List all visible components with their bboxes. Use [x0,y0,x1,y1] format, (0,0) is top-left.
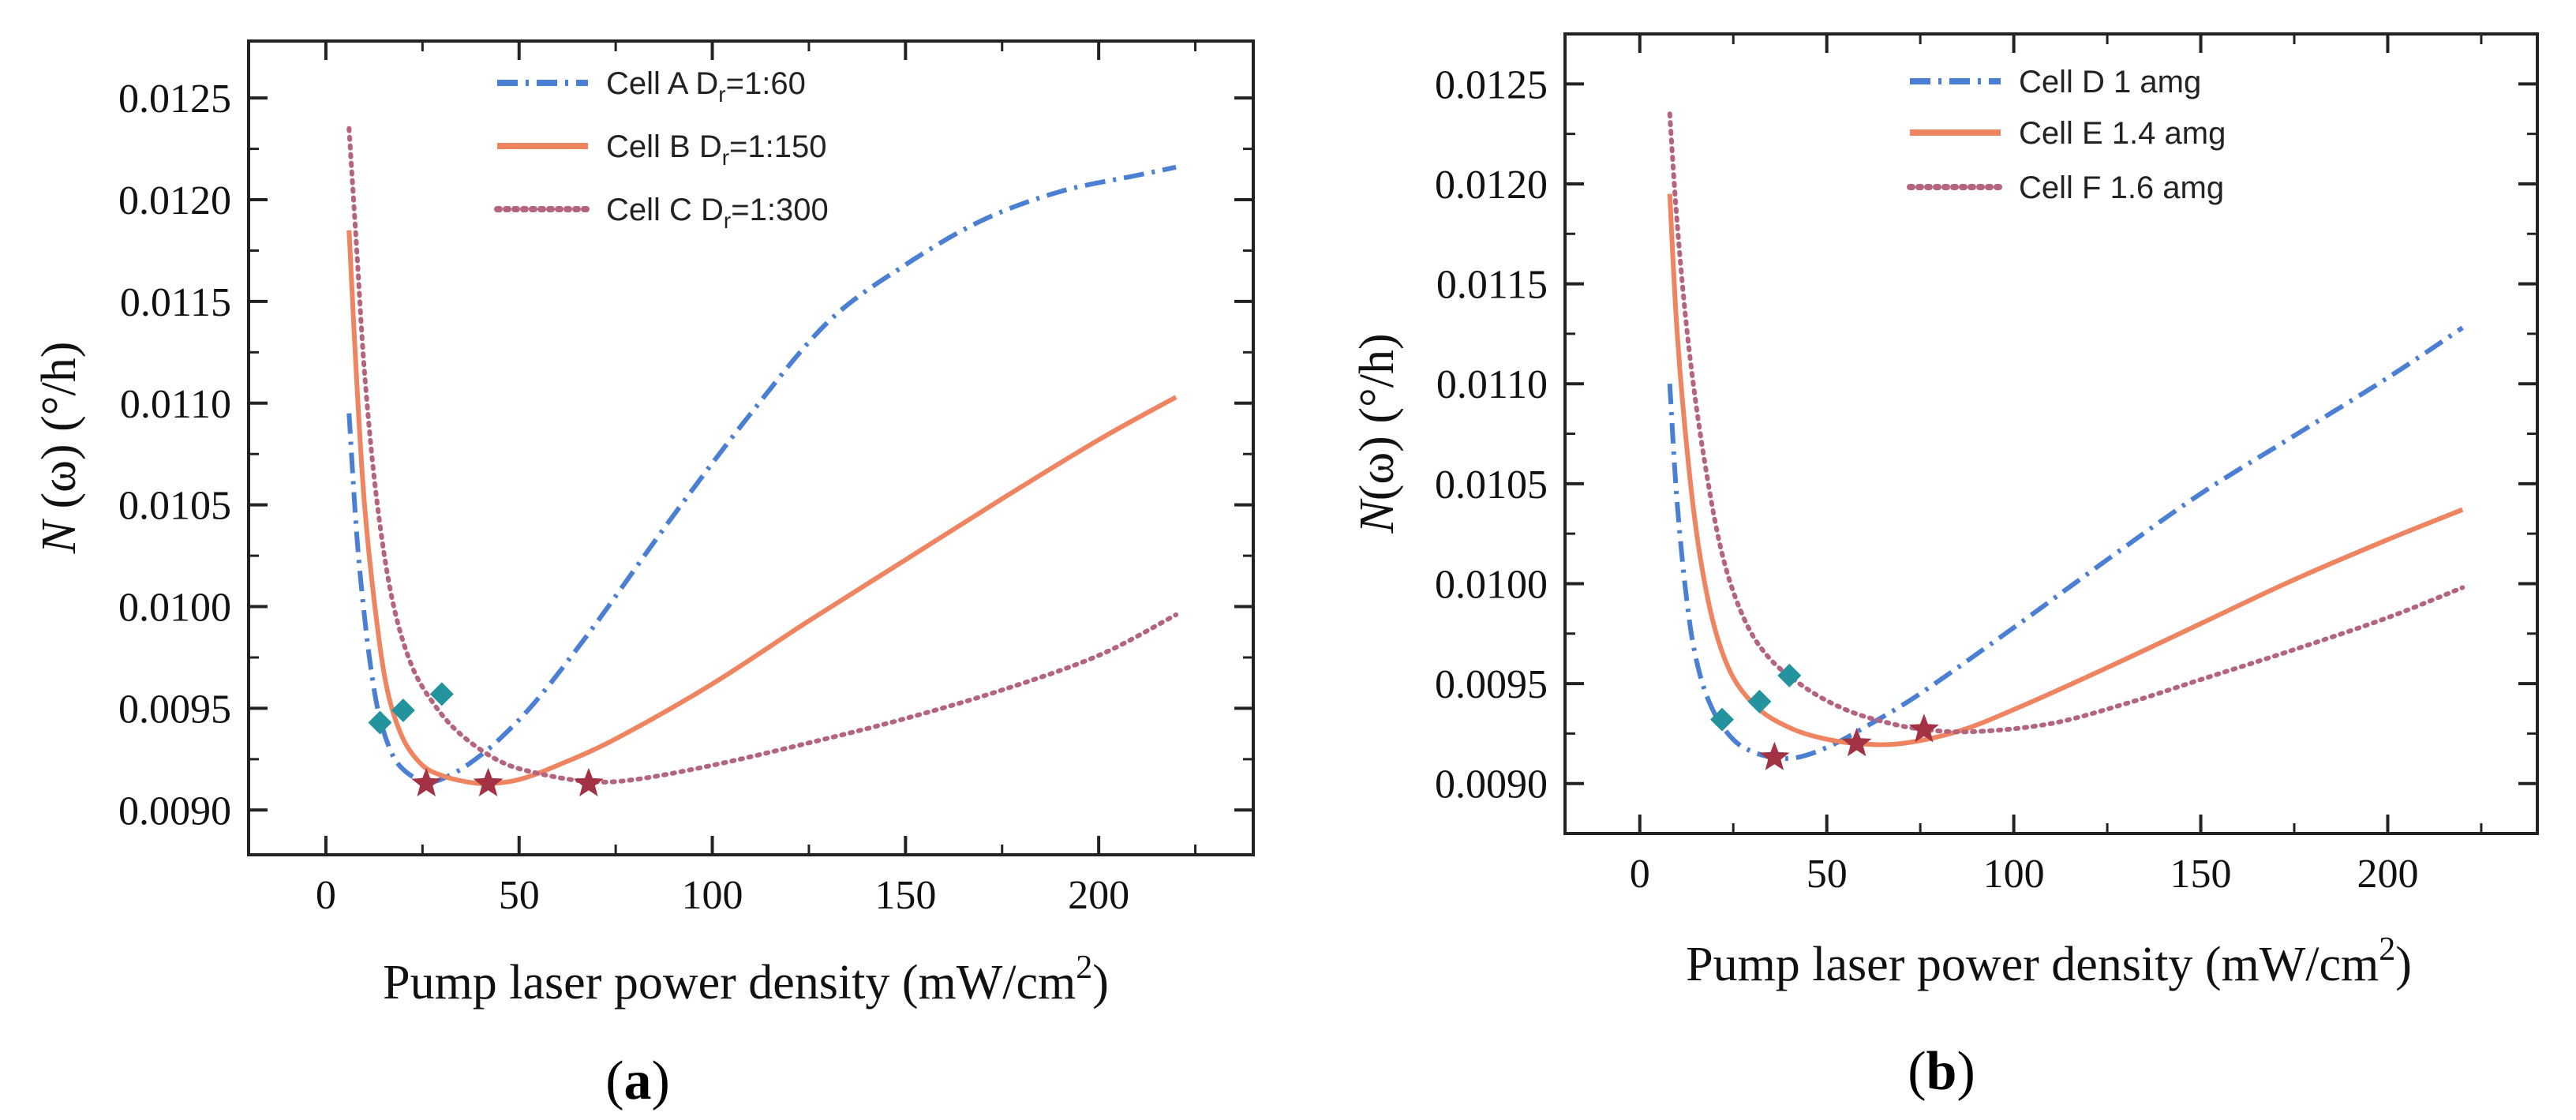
legend-entry-cell-f: Cell F 1.6 amg [1907,170,2224,205]
panel-b-caption: (b) [1908,1041,1975,1102]
panel-b-x-tick-label: 0 [1630,852,1650,897]
panel-b-y-tick-label: 0.0105 [1435,463,1548,508]
panel-b-axes: 0 50 100 150 200 0.0090 0.0095 0.0100 0.0105 0.01… [1435,34,2537,897]
legend-entry-cell-d: Cell D 1 amg [1910,65,2201,99]
panel-a-y-tick-label: 0.0090 [118,788,231,833]
panel-b-x-tick-label: 100 [1983,852,2045,897]
panel-a-plot-area [346,125,1179,796]
panel-b-star-marker-1 [1759,741,1790,770]
panel-b-y-tick-label: 0.0115 [1436,263,1548,308]
panel-a-y-tick-label: 0.0125 [118,77,231,122]
panel-b-y-tick-label: 0.0110 [1436,362,1548,407]
legend-entry-cell-b: Cell B Dr=1:150 [497,129,827,170]
panel-a-y-axis-title: N (ω) (°/h) [32,342,86,555]
panel-a-caption: (a) [605,1051,670,1111]
panel-b-star-marker-3 [1908,714,1939,743]
panel-b-x-tick-label: 150 [2170,852,2232,897]
legend-entry-cell-e: Cell E 1.4 amg [1910,116,2226,151]
panel-a-y-tick-label: 0.0095 [118,687,231,732]
panel-a-y-tick-label: 0.0110 [120,382,231,427]
panel-a-x-tick-label: 200 [1068,873,1129,918]
legend-label-cell-c: Cell C Dr=1:300 [606,193,829,233]
panel-b-plot-area [1667,111,2466,770]
panel-b-y-tick-label: 0.0125 [1435,62,1548,107]
series-line-cell-b [346,230,1178,786]
legend-label-cell-b: Cell B Dr=1:150 [606,129,827,170]
panel-a-diamond-marker-3 [429,682,454,706]
panel-a-x-tick-label: 0 [316,873,336,918]
panel-b-y-axis-title: N(ω) (°/h) [1350,333,1404,534]
panel-b-legend: Cell D 1 amg Cell E 1.4 amg Cell F 1.6 a… [1907,65,2226,205]
legend-entry-cell-c: Cell C Dr=1:300 [494,193,829,233]
panel-b-x-axis-title: Pump laser power density (mW/cm2) [1686,931,2412,991]
series-line-cell-f [1667,111,2466,735]
panel-a-star-marker-1 [411,767,442,796]
panel-a-frame [247,39,1255,856]
panel-b-frame [1563,32,2539,835]
series-line-cell-d [1667,325,2464,762]
panel-a-x-tick-label: 150 [874,873,936,918]
panel-a-y-tick-label: 0.0100 [118,586,231,631]
panel-a-star-marker-2 [473,767,504,796]
panel-a-x-tick-label: 50 [499,873,540,918]
series-line-cell-e [1667,193,2464,747]
legend-label-cell-e: Cell E 1.4 amg [2019,116,2226,151]
panel-b-diamond-marker-2 [1747,689,1772,714]
panel-a-star-marker-3 [573,767,604,796]
panel-b-star-marker-2 [1841,728,1872,757]
panel-a-legend: Cell A Dr=1:60 Cell B Dr=1:150 Cell C Dr… [494,66,829,233]
panel-a-x-tick-label: 100 [682,873,743,918]
panel-b-x-tick-label: 50 [1807,852,1848,897]
series-line-cell-a [346,164,1177,785]
panel-a-diamond-marker-2 [391,698,415,722]
panel-a-y-tick-label: 0.0115 [120,280,231,325]
legend-label-cell-d: Cell D 1 amg [2019,65,2201,99]
panel-b-x-tick-label: 200 [2357,852,2418,897]
panel-b-diamond-marker-1 [1710,707,1735,732]
panel-a-diamond-marker-1 [368,710,392,735]
panel-b-y-tick-label: 0.0120 [1435,163,1548,208]
panel-b-y-tick-label: 0.0095 [1435,662,1548,707]
panel-b-y-tick-label: 0.0090 [1435,762,1548,807]
panel-a-y-tick-label: 0.0120 [118,178,231,223]
panel-a: 0 50 100 150 200 0.0090 0.0095 0.0100 0.0105 0.01… [32,39,1255,1111]
legend-label-cell-a: Cell A Dr=1:60 [606,66,806,107]
legend-label-cell-f: Cell F 1.6 amg [2019,170,2224,205]
panel-b-y-tick-label: 0.0100 [1435,562,1548,607]
panel-b-diamond-marker-3 [1777,663,1802,687]
panel-a-axes: 0 50 100 150 200 0.0090 0.0095 0.0100 0.0105 0.01… [118,41,1253,918]
panel-b: 0 50 100 150 200 0.0090 0.0095 0.0100 0.0105 0.01… [1350,32,2539,1102]
series-line-cell-c [346,125,1179,785]
panel-a-y-tick-label: 0.0105 [118,484,231,529]
legend-entry-cell-a: Cell A Dr=1:60 [497,66,806,107]
panel-a-x-axis-title: Pump laser power density (mW/cm2) [383,950,1109,1009]
